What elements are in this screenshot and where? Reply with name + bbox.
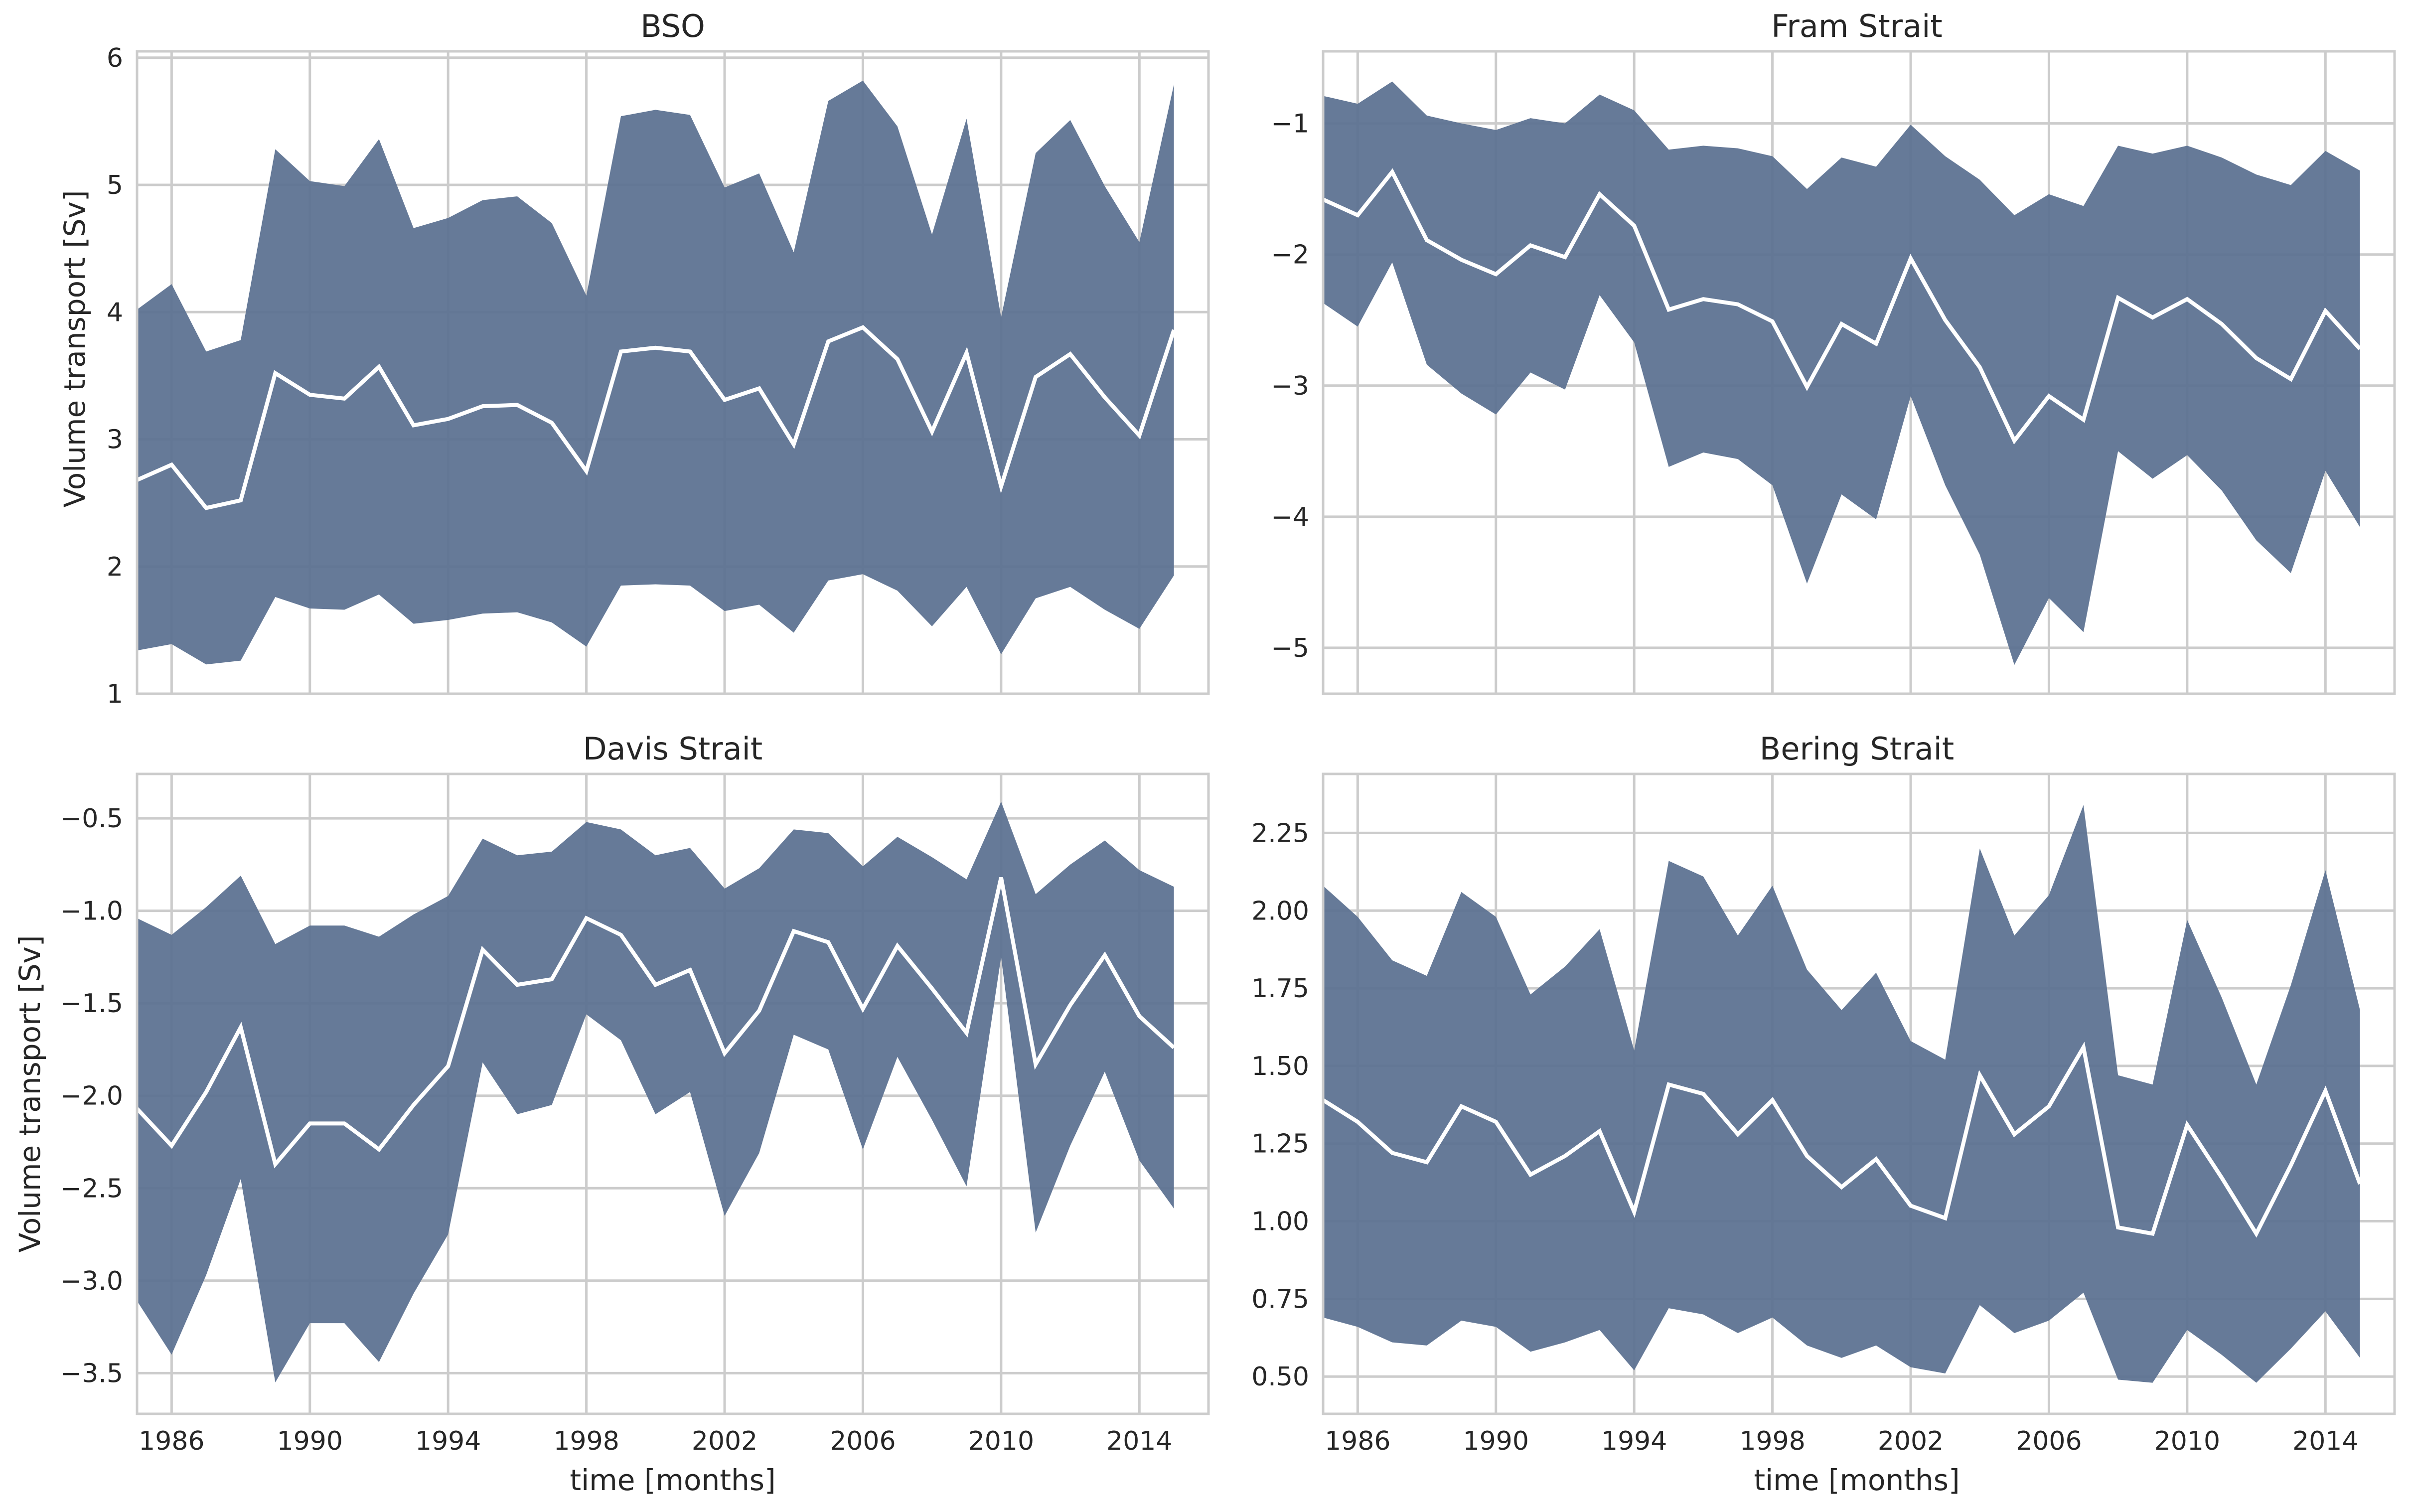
- y-axis-label: Volume transport [Sv]: [58, 190, 92, 508]
- y-tick-label: 0.50: [1251, 1362, 1309, 1392]
- x-tick-label: 1986: [139, 1426, 204, 1456]
- y-tick-label: 1.50: [1251, 1052, 1309, 1081]
- x-tick-label: 1986: [1325, 1426, 1390, 1456]
- plot-area: [1322, 50, 2396, 695]
- y-tick-label: 5: [107, 170, 123, 200]
- x-tick-label: 2010: [968, 1426, 1034, 1456]
- y-tick-label: −1: [1271, 109, 1309, 139]
- panel-fram-strait: Fram Strait −5 −4 −3 −2 −1: [1271, 8, 2396, 695]
- panel-title: Fram Strait: [1771, 8, 1942, 44]
- y-axis-label: Volume transport [Sv]: [13, 935, 47, 1253]
- y-tick-label: −3.5: [60, 1359, 123, 1388]
- y-tick-label: −3.0: [60, 1266, 123, 1296]
- plot-area: [136, 50, 1210, 695]
- y-tick-label: 2: [107, 552, 123, 582]
- y-tick-label: −2.0: [60, 1081, 123, 1111]
- x-tick-label: 1998: [1739, 1426, 1805, 1456]
- panel-title: BSO: [640, 8, 705, 44]
- y-tick-label: −4: [1271, 502, 1309, 532]
- plot-frame: [136, 772, 1210, 1415]
- y-tick-label: −3: [1271, 371, 1309, 401]
- y-tick-label: 6: [107, 43, 123, 73]
- y-tick-label: 1.00: [1251, 1207, 1309, 1237]
- x-axis-label: time [months]: [1754, 1463, 1959, 1497]
- panel-davis-strait: Davis Strait Volume transport [Sv] time …: [13, 731, 1210, 1497]
- plot-frame: [136, 50, 1210, 695]
- y-tick-label: 2.25: [1251, 818, 1309, 848]
- x-tick-label: 1998: [553, 1426, 619, 1456]
- plot-area: [136, 772, 1210, 1415]
- x-tick-label: 2002: [1878, 1426, 1944, 1456]
- x-tick-label: 2006: [830, 1426, 896, 1456]
- x-tick-label: 2014: [2292, 1426, 2358, 1456]
- mean-line: [1322, 1042, 2362, 1238]
- y-tick-label: 2.00: [1251, 896, 1309, 926]
- mean-line: [136, 325, 1176, 510]
- y-tick-label: 4: [107, 298, 123, 327]
- y-tick-label: −2.5: [60, 1174, 123, 1204]
- uncertainty-band: [137, 801, 1174, 1382]
- x-tick-label: 2014: [1106, 1426, 1172, 1456]
- y-tick-label: 0.75: [1251, 1284, 1309, 1314]
- uncertainty-band: [1323, 805, 2360, 1383]
- y-tick-label: −5: [1271, 633, 1309, 663]
- y-tick-label: −1.5: [60, 989, 123, 1019]
- panel-title: Bering Strait: [1760, 731, 1954, 767]
- x-axis-label: time [months]: [570, 1463, 775, 1497]
- y-tick-label: 1: [107, 679, 123, 709]
- panel-bering-strait: Bering Strait time [months] 1986 1990 1994…: [1251, 731, 2396, 1497]
- x-tick-label: 1990: [1463, 1426, 1529, 1456]
- mean-line: [1322, 168, 2362, 445]
- panel-bso: BSO Volume transport [Sv] 1 2 3 4 5 6: [58, 8, 1210, 709]
- y-tick-label: −1.0: [60, 897, 123, 926]
- panel-title: Davis Strait: [583, 731, 762, 767]
- y-tick-label: −0.5: [60, 804, 123, 834]
- x-tick-label: 1994: [1601, 1426, 1667, 1456]
- x-tick-label: 1990: [277, 1426, 343, 1456]
- uncertainty-band: [137, 80, 1174, 665]
- y-tick-label: 1.75: [1251, 974, 1309, 1004]
- x-tick-label: 1994: [415, 1426, 481, 1456]
- y-tick-label: 3: [107, 425, 123, 455]
- x-tick-label: 2006: [2016, 1426, 2082, 1456]
- plot-frame: [1322, 50, 2396, 695]
- mean-line: [136, 877, 1176, 1169]
- plot-frame: [1322, 772, 2396, 1415]
- x-tick-label: 2010: [2154, 1426, 2220, 1456]
- x-tick-label: 2002: [692, 1426, 757, 1456]
- y-tick-label: −2: [1271, 240, 1309, 270]
- plot-area: [1322, 772, 2396, 1415]
- y-tick-label: 1.25: [1251, 1129, 1309, 1159]
